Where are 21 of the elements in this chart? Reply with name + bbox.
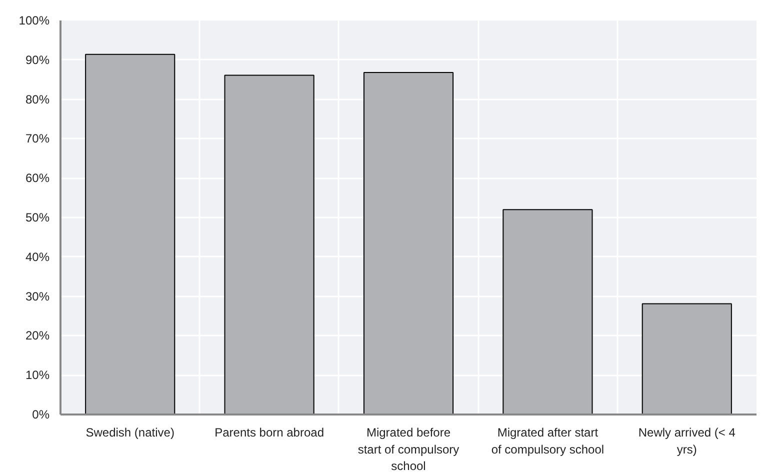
y-tick-label: 0%	[32, 408, 50, 422]
x-tick-label: Migrated before start of compulsory school	[358, 426, 460, 474]
y-tick-label: 80%	[25, 92, 50, 106]
y-tick-label: 40%	[25, 250, 50, 264]
x-tick-label: Newly arrived (< 4 yrs)	[638, 426, 736, 456]
x-tick-label: Migrated after start of compulsory school	[491, 426, 604, 456]
y-tick-label: 100%	[18, 14, 50, 28]
bar	[642, 303, 732, 414]
y-tick-label: 60%	[25, 171, 50, 186]
y-tick-label: 20%	[25, 328, 50, 343]
x-tick-label: Parents born abroad	[214, 426, 324, 440]
y-tick-label: 90%	[25, 52, 50, 67]
x-tick-label: Swedish (native)	[86, 426, 174, 440]
y-tick-label: 50%	[25, 210, 50, 224]
y-tick-label: 30%	[25, 289, 50, 304]
y-tick-label: 10%	[25, 368, 50, 382]
bar	[502, 209, 593, 414]
bar	[224, 74, 314, 414]
y-tick-label: 70%	[25, 132, 50, 146]
bar	[85, 54, 176, 414]
bar	[363, 72, 454, 414]
